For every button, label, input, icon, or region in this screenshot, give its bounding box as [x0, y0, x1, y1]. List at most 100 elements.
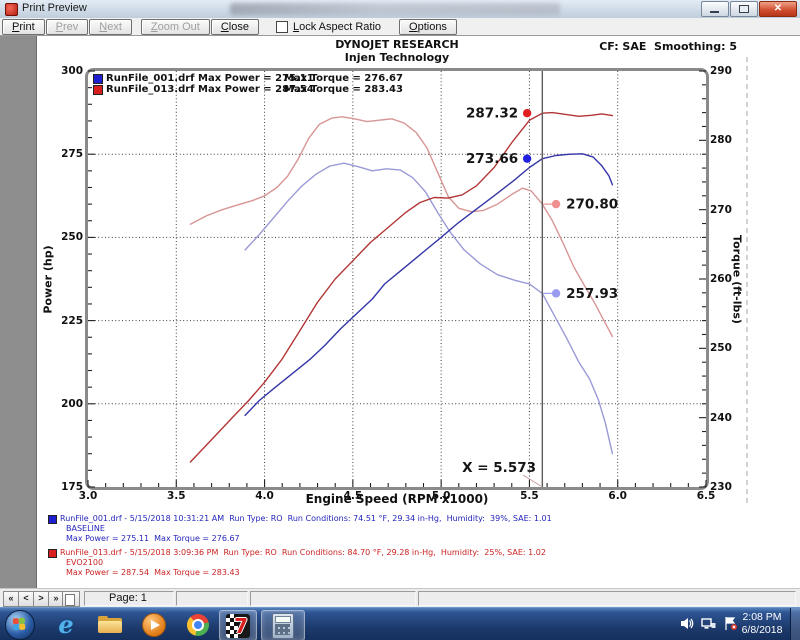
taskbar-internet-explorer[interactable]: e [50, 610, 82, 639]
page-icon-button[interactable] [62, 591, 80, 607]
run-swatch-icon [48, 549, 57, 558]
cursor-readout-label: 287.32 [466, 106, 518, 122]
torque-tick-label: 290 [710, 65, 732, 77]
run-conditions-line: RunFile_001.drf - 5/15/2018 10:31:21 AM … [60, 514, 552, 523]
redacted-filename [230, 3, 560, 15]
x-tick-label: 4.5 [343, 490, 363, 502]
power-tick-label: 275 [61, 148, 83, 161]
torque-tick-label: 270 [710, 203, 732, 216]
run-info-block: RunFile_013.drf - 5/15/2018 3:09:36 PM R… [48, 548, 552, 578]
taskbar-dynojet-winpep[interactable]: 7 [219, 610, 257, 640]
run-info-block: RunFile_001.drf - 5/15/2018 10:31:21 AM … [48, 514, 552, 544]
chrome-icon [187, 613, 209, 636]
lock-aspect-ratio-checkbox[interactable] [275, 20, 288, 33]
status-panel [250, 591, 416, 606]
dyno-chart: 287.32 273.66 270.80 257.93 X = 5.573 [85, 57, 748, 503]
cursor-readout-label: 257.93 [566, 286, 618, 302]
run-name-line: BASELINE [66, 524, 105, 533]
action-center-flag-icon[interactable] [723, 616, 738, 631]
first-page-button[interactable]: « [3, 591, 19, 607]
cursor-leader-line [522, 474, 542, 487]
lock-aspect-ratio-label: Lock Aspect Ratio [292, 20, 382, 33]
curve-power_001 [244, 153, 614, 417]
cursor-dot [522, 154, 532, 163]
toolbar-button-next: Next [89, 18, 132, 35]
toolbar: Print Prev Next Zoom Out Close Lock Aspect R… [0, 18, 800, 36]
show-desktop-button[interactable] [790, 608, 800, 640]
chart-company-title: DYNOJET RESEARCH [335, 38, 459, 51]
chart-facility-subtitle: Injen Technology [344, 51, 450, 64]
toolbar-button-print[interactable]: Print [2, 18, 45, 35]
cursor-dot [551, 289, 561, 298]
page-number-panel: Page: 1 [84, 591, 174, 606]
toolbar-button-close[interactable]: Close [210, 18, 259, 35]
power-tick-label: 300 [61, 65, 83, 77]
status-bar: «< >» Page: 1 [0, 588, 800, 608]
x-axis-title: Engine Speed (RPM x1000) [305, 492, 489, 506]
taskbar-chrome[interactable] [182, 610, 214, 639]
cursor-dot [551, 199, 561, 209]
network-icon[interactable] [701, 616, 716, 631]
cursor-x-label: X = 5.573 [462, 460, 536, 476]
title-bar: Print Preview ✕ [0, 0, 800, 19]
run-max-line: Max Power = 287.54 Max Torque = 283.43 [66, 568, 240, 577]
dynojet-icon: 7 [226, 613, 250, 638]
taskbar-windows-media-player[interactable] [138, 610, 170, 639]
cursor-dot [522, 108, 532, 118]
next-page-button[interactable]: > [33, 591, 49, 607]
left-axis-title: Power (hp) [41, 245, 55, 314]
power-tick-label: 225 [61, 314, 83, 327]
page-number-label: Page: 1 [109, 592, 147, 604]
x-tick-label: 4.0 [255, 490, 274, 502]
windows-logo-icon [12, 617, 26, 631]
app-icon [5, 3, 18, 16]
legend-torque: Max Torque = 283.43 [284, 84, 403, 95]
torque-tick-label: 260 [710, 273, 732, 285]
taskbar-windows-explorer[interactable] [94, 610, 126, 639]
torque-tick-label: 240 [710, 411, 732, 424]
torque-tick-label: 280 [710, 134, 732, 147]
cursor-readout-label: 270.80 [566, 197, 618, 213]
prev-page-button[interactable]: < [18, 591, 34, 607]
taskbar-clock[interactable]: 2:08 PM 6/8/2018 [736, 611, 788, 637]
power-tick-label: 175 [61, 481, 83, 493]
legend-file-power: RunFile_001.drf Max Power = 275.11 [106, 73, 314, 84]
status-panel [418, 591, 796, 606]
taskbar-calculator[interactable] [261, 610, 305, 640]
legend-file-power: RunFile_013.drf Max Power = 287.54 [106, 84, 314, 95]
volume-icon[interactable] [679, 616, 694, 631]
legend-swatch-icon [93, 85, 103, 95]
internet-explorer-icon: e [58, 610, 74, 639]
power-tick-label: 200 [61, 397, 83, 410]
power-tick-label: 250 [61, 231, 83, 244]
clock-time: 2:08 PM [742, 611, 782, 623]
run-max-line: Max Power = 275.11 Max Torque = 276.67 [66, 534, 240, 543]
run-conditions-line: RunFile_013.drf - 5/15/2018 3:09:36 PM R… [60, 548, 546, 557]
legend-torque: Max Torque = 276.67 [284, 73, 403, 84]
curve-torque_013 [189, 116, 614, 338]
close-window-button[interactable]: ✕ [759, 1, 797, 17]
toolbar-button-prev: Prev [45, 18, 89, 35]
page-icon [65, 594, 75, 606]
x-tick-label: 5.0 [431, 490, 451, 502]
calculator-icon [272, 612, 294, 639]
start-button[interactable] [5, 610, 35, 640]
x-tick-label: 3.0 [78, 490, 98, 502]
curve-power_013 [189, 111, 614, 463]
curve-torque_001 [244, 162, 614, 455]
run-info: RunFile_001.drf - 5/15/2018 10:31:21 AM … [48, 514, 552, 582]
options-button[interactable]: Options [399, 18, 457, 35]
minimize-button[interactable] [701, 1, 729, 17]
window-title: Print Preview [22, 2, 87, 14]
run-name-line: EVO2100 [66, 558, 104, 567]
x-tick-label: 5.5 [520, 490, 539, 502]
run-swatch-icon [48, 515, 57, 524]
preview-canvas-margin [0, 36, 37, 588]
restore-button[interactable] [730, 1, 758, 17]
cursor-readout-label: 273.66 [466, 151, 518, 167]
correction-smoothing-label: CF: SAE Smoothing: 5 [599, 40, 737, 53]
toolbar-button-zoom-out: Zoom Out [140, 18, 210, 35]
taskbar: e 7 2:08 PM 6/8/2018 [0, 607, 800, 640]
preview-page [37, 36, 800, 588]
